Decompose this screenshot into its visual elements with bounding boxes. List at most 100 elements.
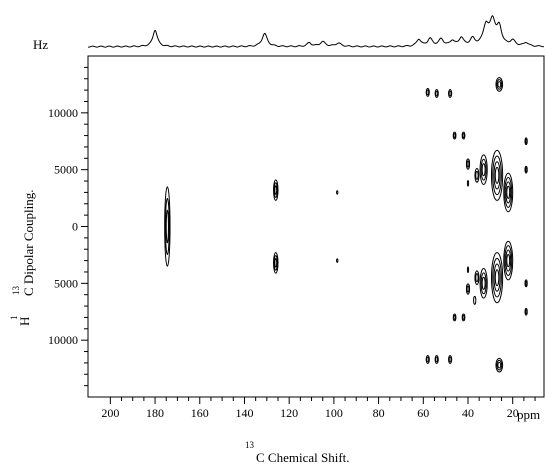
contour-peak [466, 179, 470, 187]
contour-level [524, 167, 528, 173]
x-unit-label: ppm [517, 407, 540, 422]
x-tick-label: 20 [507, 406, 519, 420]
contour-level [461, 131, 466, 140]
contour-level [494, 166, 500, 184]
contour-level [164, 186, 171, 267]
contour-level [435, 356, 439, 363]
x-tick-label: 160 [191, 406, 209, 420]
contour-peak [461, 313, 466, 322]
contour-level [495, 77, 504, 92]
y-axis-title-h: H [17, 317, 32, 326]
contour-peak [336, 258, 339, 263]
y-axis-title-superscript-1: 1 [9, 316, 19, 321]
contour-level [505, 181, 512, 204]
plot-frame [87, 55, 545, 398]
contour-peak [524, 279, 528, 288]
contour-peak [479, 268, 488, 299]
contour-peak [524, 165, 528, 174]
x-tick-label: 180 [146, 406, 164, 420]
contour-peak [479, 154, 488, 185]
y-axis-ticks: 10000 5000 0 5000 10000 [48, 66, 88, 387]
contour-level [336, 190, 339, 195]
contour-level [274, 258, 278, 268]
contour-peak [434, 89, 439, 98]
contour-level [448, 89, 453, 98]
contour-level [448, 90, 452, 97]
contour-level [452, 131, 457, 140]
contour-level [493, 161, 501, 190]
contour-level [490, 149, 504, 201]
contour-peak [490, 149, 504, 201]
contour-level [425, 355, 430, 364]
contour-level [504, 245, 513, 277]
contour-peak [473, 295, 477, 305]
y-tick-label: 0 [72, 220, 78, 234]
contour-level [466, 160, 470, 168]
contour-level [479, 154, 488, 185]
contour-level [506, 185, 511, 200]
contour-level [493, 263, 501, 292]
contour-level [495, 357, 504, 373]
contour-level [461, 313, 466, 322]
contour-level [503, 172, 514, 213]
contour-level [425, 87, 430, 97]
contour-level [492, 257, 502, 298]
y-tick-label: 10000 [48, 106, 78, 120]
contour-level [462, 133, 465, 139]
x-axis-title: 13 C Chemical Shift. [245, 440, 350, 465]
contour-level [448, 356, 452, 363]
contour-peak [474, 270, 480, 285]
projection-1d-spectrum [87, 15, 545, 48]
projection-trace [87, 15, 545, 48]
x-tick-label: 60 [417, 406, 429, 420]
contour-peak [524, 137, 528, 146]
contour-level [426, 89, 430, 96]
contour-peak [273, 179, 279, 201]
contour-peak [474, 168, 480, 183]
contour-peaks [164, 77, 528, 373]
contour-peak [452, 131, 457, 140]
contour-peak [448, 355, 453, 364]
contour-level [273, 252, 279, 274]
contour-level [497, 81, 502, 88]
contour-level [474, 270, 480, 285]
contour-peak [495, 357, 504, 373]
contour-level [504, 176, 513, 208]
contour-level [165, 209, 169, 244]
contour-peak [495, 77, 504, 92]
contour-level [452, 313, 457, 322]
x-tick-label: 40 [462, 406, 474, 420]
contour-peak [273, 252, 279, 274]
contour-peak [425, 87, 430, 97]
contour-level [475, 273, 479, 283]
contour-peak [465, 158, 471, 170]
contour-level [496, 359, 503, 371]
contour-level [435, 90, 439, 97]
x-tick-label: 140 [235, 406, 253, 420]
contour-level [505, 249, 512, 272]
contour-level [465, 283, 471, 295]
contour-level [434, 89, 439, 98]
contour-peak [434, 355, 439, 364]
contour-level [164, 197, 170, 256]
contour-level [274, 185, 278, 195]
contour-level [524, 309, 528, 315]
contour-peak [336, 190, 339, 195]
contour-peak [448, 89, 453, 98]
contour-level [453, 314, 456, 320]
x-axis-title-superscript: 13 [245, 440, 255, 450]
contour-level [273, 182, 278, 198]
contour-level [473, 295, 477, 305]
contour-level [480, 272, 487, 295]
contour-level [434, 355, 439, 364]
x-tick-label: 100 [325, 406, 343, 420]
contour-level [481, 163, 486, 177]
contour-level [448, 355, 453, 364]
contour-level [453, 133, 456, 139]
contour-peak [465, 283, 471, 295]
contour-peak [466, 266, 470, 274]
contour-level [479, 268, 488, 299]
contour-level [490, 252, 504, 304]
contour-level [462, 314, 465, 320]
x-axis-title-text: C Chemical Shift. [256, 450, 350, 465]
